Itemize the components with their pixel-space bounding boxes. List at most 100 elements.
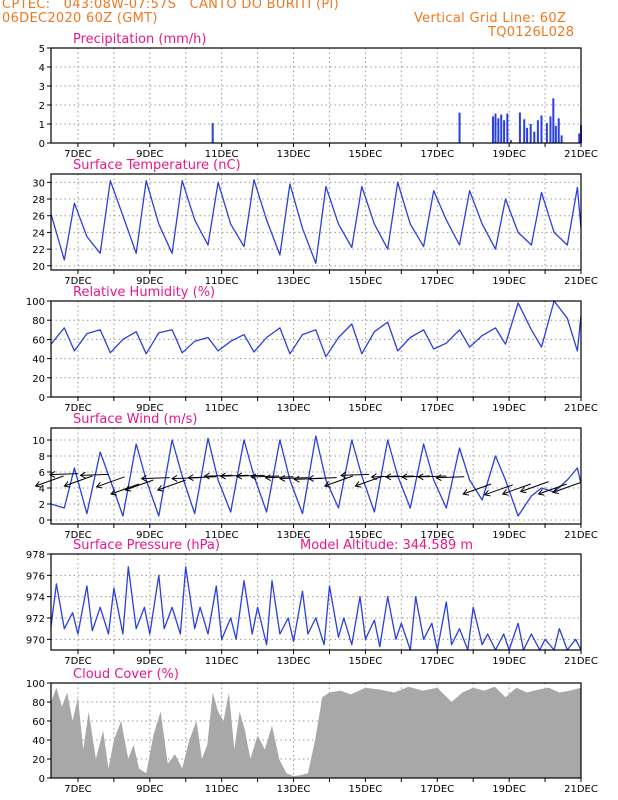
x-tick-label: 15DEC (349, 530, 383, 541)
precip-frame (50, 47, 582, 144)
wind-arrow-shaft (80, 473, 109, 476)
x-tick-label: 17DEC (420, 149, 454, 160)
x-tick-label: 19DEC (492, 656, 526, 667)
wind-arrow-head (95, 481, 103, 489)
wind-arrow-shaft (463, 483, 492, 495)
temp-title: Surface Temperature (nC) (73, 158, 241, 173)
x-tick-label: 9DEC (136, 530, 163, 541)
x-tick-label: 17DEC (420, 784, 454, 795)
x-tick-label: 15DEC (349, 784, 383, 795)
x-tick-label: 19DEC (492, 403, 526, 414)
y-tick-label: 26 (32, 212, 45, 223)
wind-vector (552, 481, 582, 495)
wind-arrow-shaft (402, 475, 431, 478)
pressure-line (50, 566, 582, 651)
wind-vector (264, 474, 294, 482)
precip-bar (545, 123, 548, 143)
x-tick-label: 11DEC (205, 530, 239, 541)
wind-arrow-head (156, 485, 164, 492)
x-tick-label: 21DEC (564, 656, 598, 667)
x-tick-label: 13DEC (277, 784, 311, 795)
y-tick-label: 974 (26, 593, 45, 604)
x-tick-label: 11DEC (205, 149, 239, 160)
y-tick-label: 22 (32, 245, 45, 256)
y-tick-label: 3 (39, 82, 45, 93)
cloud-frame (50, 682, 582, 779)
y-tick-label: 1 (39, 120, 45, 131)
wind-arrow-head (293, 475, 300, 483)
x-tick-label: 9DEC (136, 403, 163, 414)
wind-arrow-head (340, 471, 347, 479)
wind-vector (370, 473, 400, 481)
wind-arrow-shaft (279, 477, 308, 480)
y-tick-label: 10 (32, 436, 45, 447)
wind-vector (462, 483, 492, 496)
wind-arrow-shaft (385, 475, 414, 478)
wind-arrow-head (48, 471, 56, 478)
x-tick-label: 17DEC (420, 276, 454, 287)
y-tick-label: 978 (26, 550, 45, 561)
precip-bar (518, 112, 521, 143)
x-tick-label: 15DEC (349, 656, 383, 667)
wind-vector (219, 472, 249, 480)
y-tick-label: 60 (32, 335, 45, 346)
wind-vector (34, 475, 64, 488)
wind-vector (278, 475, 308, 482)
precip-bar (549, 116, 552, 143)
wind-vector (79, 471, 109, 479)
wind-arrow-shaft (308, 477, 337, 480)
wind-vector (323, 475, 353, 488)
y-tick-label: 2 (39, 500, 45, 511)
wind-arrow-shaft (125, 479, 154, 491)
y-tick-label: 40 (32, 355, 45, 366)
wind-arrow-shaft (552, 481, 582, 493)
y-tick-label: 24 (32, 228, 45, 239)
precip-bar (578, 133, 581, 143)
wind-arrow-shaft (502, 483, 531, 495)
wind-vector (156, 479, 186, 492)
x-tick-label: 21DEC (564, 403, 598, 414)
wind-arrow-head (462, 489, 469, 496)
wind-arrow-shaft (204, 474, 233, 477)
wind-arrow-head (483, 489, 491, 497)
wind-vector (48, 471, 78, 478)
y-tick-label: 972 (26, 614, 45, 625)
precip-bar (211, 123, 214, 143)
wind-arrow-shaft (251, 475, 280, 478)
station-header: CPTEC: 043:08W-07:57S CANTO DO BURITI (P… (2, 0, 339, 12)
y-tick-label: 970 (26, 635, 45, 646)
wind-arrow-head (140, 475, 147, 482)
wind-arrow-head (278, 475, 286, 482)
pressure-panel: Surface Pressure (hPa) Model Altitude: 34… (26, 538, 598, 667)
precip-bar (552, 98, 555, 143)
wind-arrow-shaft (355, 475, 384, 487)
wind-arrow-head (110, 489, 117, 496)
precip-bar (497, 118, 500, 143)
x-tick-label: 17DEC (420, 530, 454, 541)
wind-arrow-head (171, 475, 178, 482)
wind-arrow-shaft (265, 476, 294, 479)
x-tick-label: 13DEC (277, 656, 311, 667)
wind-arrow-shaft (96, 476, 125, 488)
wind-arrow-head (219, 472, 226, 480)
wind-vector (401, 473, 431, 481)
y-tick-label: 0 (39, 139, 45, 150)
wind-arrow-head (250, 473, 257, 481)
y-tick-label: 100 (26, 297, 45, 308)
wind-vector (354, 475, 384, 488)
model-id: TQ0126L028 (488, 25, 575, 40)
y-tick-label: 40 (32, 736, 45, 747)
wind-line (50, 435, 582, 517)
x-tick-label: 21DEC (564, 149, 598, 160)
rh-panel: Relative Humidity (%) 0 20 40 60 80 100 7DEC 9DE… (26, 285, 598, 414)
wind-vector (63, 475, 93, 488)
x-tick-label: 7DEC (64, 784, 91, 795)
wind-vector (235, 472, 265, 480)
x-tick-label: 7DEC (64, 276, 91, 287)
wind-arrow-head (124, 485, 132, 492)
wind-arrow-shaft (520, 481, 549, 493)
wind-arrow-head (264, 474, 271, 482)
x-tick-label: 9DEC (136, 784, 163, 795)
precip-title: Precipitation (mm/h) (73, 32, 206, 47)
cloud-title: Cloud Cover (%) (73, 667, 179, 682)
